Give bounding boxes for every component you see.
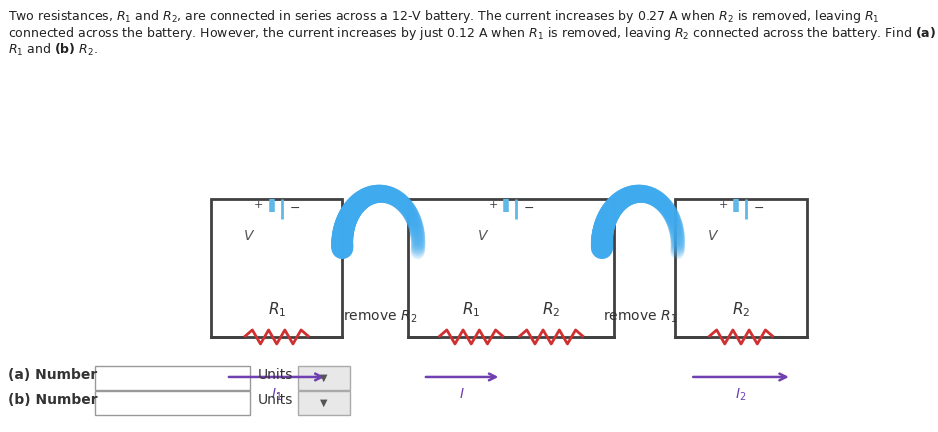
FancyBboxPatch shape [95,391,250,415]
Text: $I_2$: $I_2$ [735,387,747,403]
Text: +: + [489,200,498,210]
Text: $I_1$: $I_1$ [271,387,282,403]
Text: +: + [254,200,264,210]
Text: $R_2$: $R_2$ [732,300,750,319]
Text: $R_1$ and $\mathbf{(b)}$ $R_2$.: $R_1$ and $\mathbf{(b)}$ $R_2$. [8,42,98,58]
Text: $R_1$: $R_1$ [267,300,286,319]
Text: connected across the battery. However, the current increases by just 0.12 A when: connected across the battery. However, t… [8,25,936,42]
FancyBboxPatch shape [298,366,350,390]
Text: $R_1$: $R_1$ [462,300,480,319]
Text: −: − [290,202,300,215]
Text: $I$: $I$ [460,387,465,401]
Text: ▼: ▼ [320,398,327,408]
FancyBboxPatch shape [95,366,250,390]
Text: (b) Number: (b) Number [8,393,98,407]
FancyBboxPatch shape [298,391,350,415]
Text: remove $R_1$: remove $R_1$ [603,309,677,325]
Text: $V$: $V$ [477,229,490,243]
Text: Units: Units [258,393,294,407]
Text: $V$: $V$ [243,229,255,243]
Text: ▼: ▼ [320,373,327,383]
Text: +: + [719,200,728,210]
Text: $V$: $V$ [707,229,719,243]
Text: Units: Units [258,368,294,382]
Text: (a) Number: (a) Number [8,368,98,382]
Text: −: − [754,202,764,215]
Text: Two resistances, $R_1$ and $R_2$, are connected in series across a 12-V battery.: Two resistances, $R_1$ and $R_2$, are co… [8,8,880,25]
Text: −: − [524,202,535,215]
Text: $R_2$: $R_2$ [542,300,560,319]
Text: remove $R_2$: remove $R_2$ [343,309,417,325]
